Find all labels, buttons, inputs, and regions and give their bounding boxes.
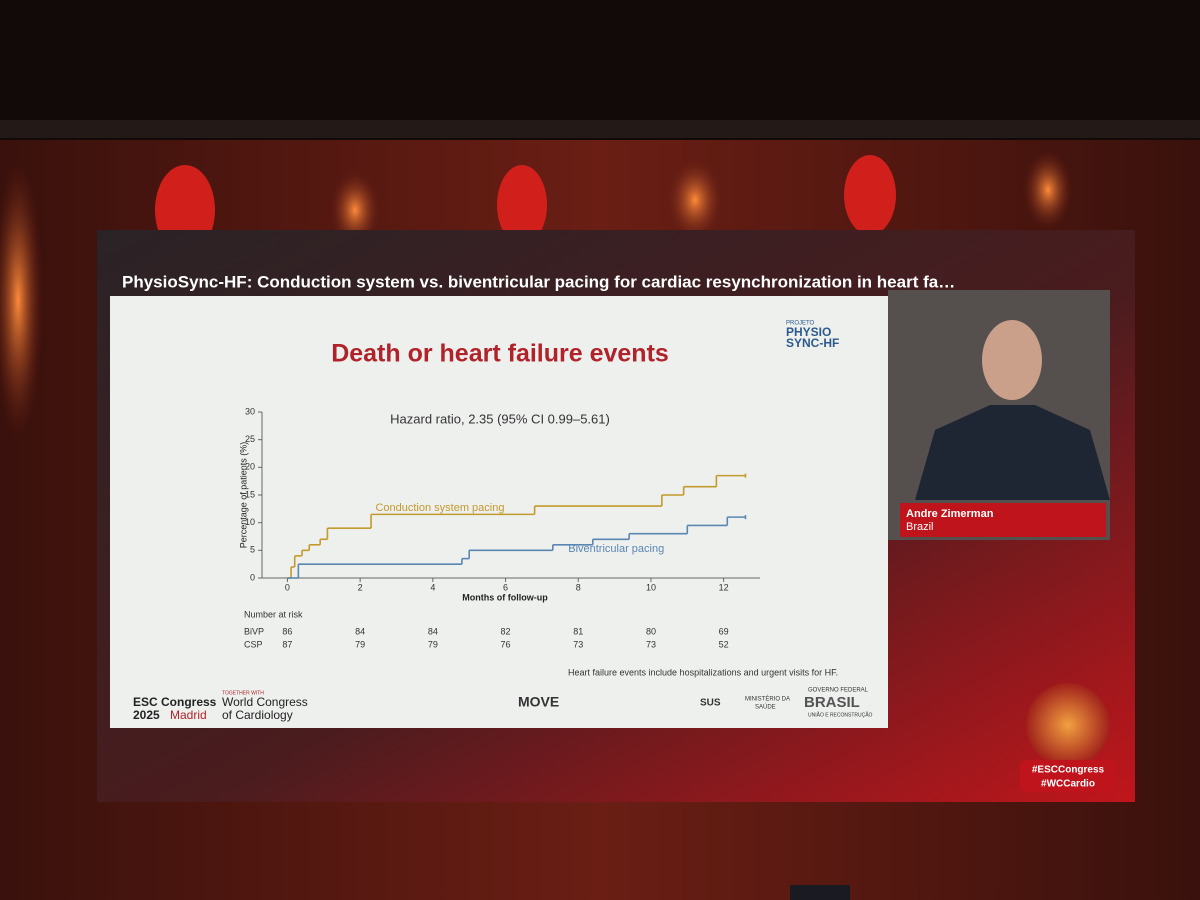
risk-row-label: BiVP: [244, 626, 264, 636]
x-tick-label: 12: [719, 582, 729, 592]
risk-value: 84: [355, 626, 365, 636]
x-tick-label: 4: [430, 582, 435, 592]
logo-text: UNIÃO E RECONSTRUÇÃO: [808, 711, 873, 718]
logo-text: MINISTÉRIO DA: [745, 696, 790, 703]
y-tick-label: 25: [245, 434, 255, 444]
logos: PROJETO PHYSIO SYNC-HF ESC Congress 2025…: [133, 321, 873, 723]
series-label: Conduction system pacing: [375, 502, 504, 514]
slide: [110, 296, 888, 728]
x-tick-label: 8: [576, 582, 581, 592]
logo-text: MOVE: [518, 694, 559, 710]
logo-text: PHYSIO: [786, 325, 831, 339]
slide-header: PhysioSync-HF: Conduction system vs. biv…: [122, 272, 955, 291]
hashtag: #WCCardio: [1041, 779, 1095, 790]
logo-text: SAÚDE: [755, 704, 776, 711]
risk-value: 79: [428, 639, 438, 649]
podium-speaker: [790, 885, 850, 900]
logo-text: BRASIL: [804, 694, 860, 711]
name-plate: [900, 503, 1106, 537]
speaker-head: [982, 320, 1042, 400]
y-tick-label: 5: [250, 545, 255, 555]
truss: [0, 120, 1200, 138]
x-tick-label: 0: [285, 582, 290, 592]
x-axis-label: Months of follow-up: [462, 592, 548, 602]
logo-text: of Cardiology: [222, 708, 293, 722]
risk-value: 69: [719, 626, 729, 636]
risk-value: 80: [646, 626, 656, 636]
x-tick-label: 2: [358, 582, 363, 592]
annotation: Hazard ratio, 2.35 (95% CI 0.99–5.61): [390, 411, 610, 426]
risk-value: 76: [501, 639, 511, 649]
logo-text: Madrid: [170, 708, 207, 722]
risk-value: 82: [501, 626, 511, 636]
risk-value: 84: [428, 626, 438, 636]
logo-text: SUS: [700, 698, 721, 709]
series-label: Biventricular pacing: [568, 543, 664, 555]
speaker-figure: [915, 405, 1110, 500]
hashtag-box: [1020, 760, 1116, 792]
logo-text: World Congress: [222, 695, 308, 709]
footnote: Heart failure events include hospitaliza…: [568, 667, 838, 677]
chart: Death or heart failure events Hazard rat…: [238, 340, 838, 678]
risk-value: 81: [573, 626, 583, 636]
chart-title: Death or heart failure events: [331, 340, 669, 368]
risk-value: 52: [719, 639, 729, 649]
globe: [1026, 683, 1110, 767]
logo-text: PROJETO: [786, 321, 815, 327]
y-tick-label: 20: [245, 462, 255, 472]
y-tick-label: 10: [245, 517, 255, 527]
logo-text: GOVERNO FEDERAL: [808, 688, 869, 694]
y-tick-label: 15: [245, 489, 255, 499]
x-tick-label: 10: [646, 582, 656, 592]
stage-lights: [0, 150, 1073, 440]
logo-text: 2025: [133, 708, 160, 722]
risk-value: 86: [282, 626, 292, 636]
y-tick-label: 30: [245, 406, 255, 416]
x-tick-label: 6: [503, 582, 508, 592]
risk-value: 73: [646, 639, 656, 649]
logo-text: SYNC-HF: [786, 336, 839, 350]
speaker-name: Andre Zimerman: [906, 508, 994, 520]
risk-value: 79: [355, 639, 365, 649]
risk-value: 73: [573, 639, 583, 649]
risk-table-title: Number at risk: [244, 609, 303, 619]
hashtag: #ESCCongress: [1032, 765, 1105, 776]
logo-text: ESC Congress: [133, 695, 217, 709]
logo-text: TOGETHER WITH: [222, 690, 264, 696]
speaker-country: Brazil: [906, 521, 934, 533]
risk-row-label: CSP: [244, 639, 263, 649]
risk-value: 87: [282, 639, 292, 649]
y-axis-label: Percentage of patients (%): [238, 442, 248, 549]
y-tick-label: 0: [250, 572, 255, 582]
